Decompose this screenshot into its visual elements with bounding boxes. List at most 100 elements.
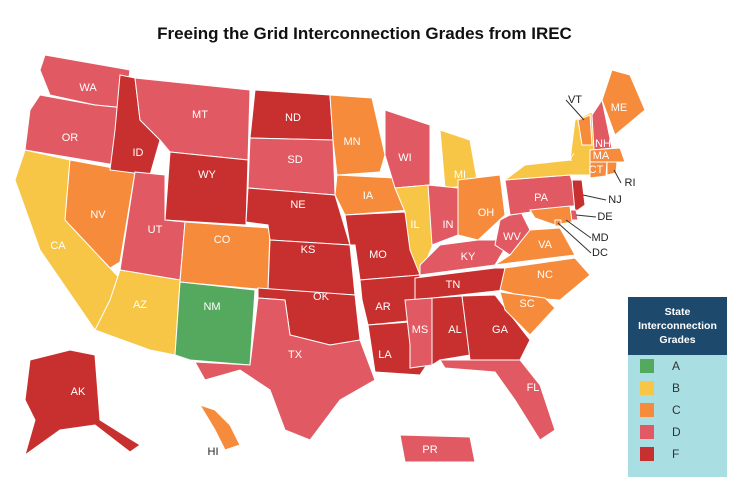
state-label: CT [589,164,604,176]
state-label: DC [592,247,608,259]
state [384,109,431,189]
state-label: ND [285,112,301,124]
callout-line [565,99,585,121]
legend-label: C [672,403,681,417]
state-label: AL [448,324,461,336]
state [198,404,241,451]
state [164,151,249,226]
state [247,137,336,196]
callout-line [613,169,622,184]
legend-swatch [640,425,654,439]
state-label: MO [369,249,387,261]
state-label: DE [597,211,612,223]
state-label: OK [313,291,330,303]
state-label: IN [443,219,454,231]
state-label: OH [478,207,495,219]
state-label: MA [593,150,610,162]
legend-title: State Interconnection Grades [628,297,727,355]
state-label: NY [559,152,575,164]
state-label: TX [288,349,303,361]
state-label: MI [454,169,466,181]
callout-line [565,219,592,239]
state-label: AZ [133,299,147,311]
state [577,114,593,146]
state-label: MT [192,109,208,121]
state [439,359,556,441]
state [174,281,256,366]
state-label: SD [287,154,302,166]
state-label: PA [534,192,549,204]
state-label: AR [375,301,390,313]
map-title: Freeing the Grid Interconnection Grades … [157,24,572,43]
state-label: MD [591,232,608,244]
state-label: WV [503,231,521,243]
state-label: WA [79,82,97,94]
state-label: ID [133,147,144,159]
state [334,174,411,216]
state [457,174,506,241]
callout-line [557,222,592,254]
state-label: AK [71,386,86,398]
state-label: CA [50,240,66,252]
state-label: HI [208,446,219,458]
state-label: OR [62,132,79,144]
state [359,274,421,326]
state-label: NH [595,138,611,150]
state-label: WI [398,152,411,164]
state-label: GA [492,324,509,336]
legend-entry: A [628,355,727,377]
legend-entry: C [628,399,727,421]
state-label: SC [519,298,534,310]
legend-label: D [672,425,681,439]
legend-entry: F [628,443,727,465]
state-label: TN [446,279,461,291]
state [589,161,608,179]
state [24,349,141,457]
legend-swatch [640,359,654,373]
state-label: ME [611,102,628,114]
state-label: VT [568,94,582,106]
state-label: MS [412,324,429,336]
callout-line [575,214,597,218]
state [571,179,586,213]
state-label: IA [363,190,374,202]
legend-swatch [640,403,654,417]
state-label: LA [378,349,392,361]
state [494,227,576,266]
callout-line [582,194,607,201]
state-label: RI [625,177,636,189]
state-label: UT [148,224,163,236]
state-label: MN [343,136,360,148]
state-label: KY [461,251,476,263]
state [399,434,476,463]
legend-label: B [672,381,681,395]
state [404,297,433,369]
state-label: FL [527,382,540,394]
state-label: IL [410,219,419,231]
state [427,184,459,246]
state-label: KS [301,244,316,256]
legend-swatch [640,447,654,461]
state-label: PR [422,444,437,456]
state-label: NC [537,269,553,281]
state [591,98,613,151]
state [431,295,471,366]
state-label: WY [198,169,216,181]
state [329,94,386,176]
state [194,297,376,441]
state [601,69,646,136]
state-label: CO [214,234,231,246]
legend-swatch [640,381,654,395]
state-label: NM [203,301,220,313]
state-label: NV [90,209,106,221]
state [499,291,556,336]
legend-entry: B [628,377,727,399]
state-label: NJ [608,194,621,206]
state [179,221,271,291]
state [461,294,531,361]
state [589,147,626,163]
